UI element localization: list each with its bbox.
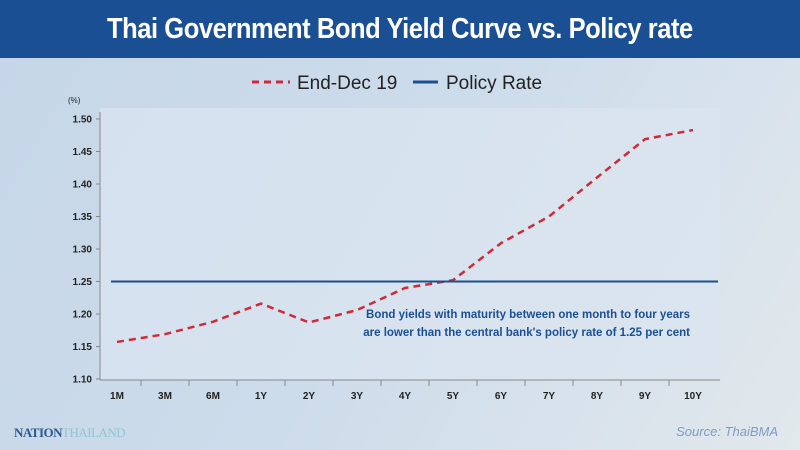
x-tick-label: 2Y	[303, 391, 316, 402]
chart-title: Thai Government Bond Yield Curve vs. Pol…	[107, 12, 693, 45]
y-axis-label: (%)	[68, 96, 81, 105]
y-tick-label: 1.45	[73, 147, 93, 158]
x-tick-label: 1M	[110, 391, 124, 402]
x-tick-label: 1Y	[255, 391, 268, 402]
x-tick-label: 4Y	[399, 391, 412, 402]
y-tick-label: 1.30	[73, 245, 93, 256]
plot-area	[100, 108, 720, 380]
x-tick-label: 10Y	[684, 391, 702, 402]
title-bar: Thai Government Bond Yield Curve vs. Pol…	[0, 0, 800, 58]
x-tick-label: 3M	[158, 391, 172, 402]
annotation-line-2: are lower than the central bank's policy…	[363, 327, 690, 339]
nation-thailand-logo: NATIONTHAILAND	[14, 425, 126, 441]
y-tick-label: 1.35	[73, 212, 93, 223]
x-tick-label: 5Y	[447, 391, 460, 402]
y-tick-label: 1.10	[73, 375, 93, 386]
x-tick-label: 7Y	[543, 391, 556, 402]
logo-sub: THAILAND	[62, 425, 126, 440]
x-tick-label: 8Y	[591, 391, 604, 402]
y-tick-label: 1.15	[73, 342, 93, 353]
x-tick-label: 6Y	[495, 391, 508, 402]
x-axis: 1M 3M 6M 1Y 2Y 3Y 4Y 5Y 6Y 7Y 8Y 9Y 10Y	[100, 379, 720, 402]
x-tick-label: 9Y	[639, 391, 652, 402]
y-tick-label: 1.50	[73, 115, 93, 126]
y-tick-label: 1.20	[73, 310, 93, 321]
y-tick-label: 1.25	[73, 277, 93, 288]
source-note: Source: ThaiBMA	[676, 424, 778, 439]
legend-label-policy-rate: Policy Rate	[446, 73, 542, 94]
legend: End-Dec 19 Policy Rate	[252, 73, 542, 94]
series-group	[111, 128, 718, 344]
legend-label-end-dec-19: End-Dec 19	[297, 73, 397, 94]
logo-main: NATION	[14, 425, 63, 440]
y-tick-label: 1.40	[73, 180, 93, 191]
x-tick-label: 3Y	[351, 391, 364, 402]
annotation-line-1: Bond yields with maturity between one mo…	[366, 309, 690, 321]
y-axis: 1.10 1.15 1.20 1.25 1.30 1.35 1.40 1.45 1.50	[73, 112, 101, 386]
x-tick-label: 6M	[206, 391, 220, 402]
